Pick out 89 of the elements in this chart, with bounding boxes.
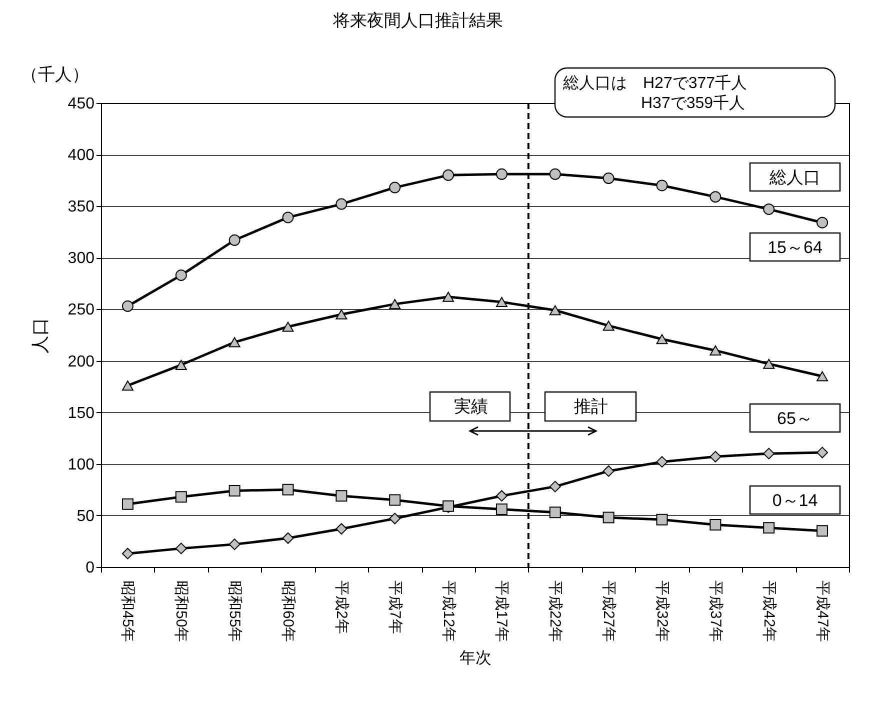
point — [389, 182, 401, 194]
y-tick-label: 0 — [86, 560, 95, 576]
point — [710, 191, 722, 203]
point — [656, 514, 668, 526]
point — [442, 292, 454, 302]
x-tick-label: 平成2年 — [332, 580, 350, 634]
point — [816, 525, 828, 537]
y-tick-label: 400 — [68, 147, 95, 164]
point — [336, 198, 348, 210]
series-label: 0～14 — [772, 491, 818, 510]
y-tick-label: 450 — [68, 96, 95, 112]
point — [656, 456, 668, 468]
chart-title: 将来夜間人口推計結果 — [332, 11, 503, 30]
series-label: 総人口 — [768, 168, 820, 187]
point — [282, 532, 294, 544]
point — [336, 523, 348, 535]
y-tick-label: 50 — [76, 508, 95, 525]
point — [175, 542, 187, 554]
series-label: 65～ — [777, 409, 813, 428]
point — [282, 322, 294, 332]
point — [122, 300, 134, 312]
point — [496, 490, 508, 502]
point — [336, 309, 348, 320]
y-tick-label: 250 — [68, 302, 95, 319]
y-tick-label: 200 — [68, 353, 95, 370]
point — [228, 337, 240, 348]
point — [710, 518, 722, 530]
x-tick-label: 平成17年 — [493, 580, 510, 642]
point — [816, 371, 828, 382]
x-tick-label: 平成27年 — [600, 580, 618, 642]
point — [282, 212, 294, 224]
point — [496, 168, 508, 180]
text: 15～64 — [768, 238, 822, 257]
y-tick-label: 100 — [68, 456, 95, 474]
point — [228, 484, 240, 496]
point — [602, 512, 614, 524]
annotation: 総人口は H27で377千人 H37で359千人 — [562, 74, 748, 112]
point — [763, 203, 775, 215]
y-tick-label: 150 — [68, 404, 95, 422]
annotation: 実績 — [454, 397, 488, 416]
point — [549, 480, 561, 492]
point — [763, 358, 775, 369]
point — [389, 299, 401, 310]
point — [336, 490, 348, 502]
x-tick-label: 平成32年 — [654, 580, 670, 642]
point — [282, 484, 294, 496]
point — [763, 522, 775, 534]
point — [496, 504, 508, 515]
point — [496, 296, 508, 308]
x-axis-title: 年次 — [460, 650, 492, 668]
y-axis-title: 人口 — [30, 318, 50, 354]
x-tick-label: 昭和55年 — [226, 580, 244, 642]
point — [816, 216, 828, 228]
x-tick-label: 平成22年 — [546, 580, 564, 642]
point — [122, 548, 134, 560]
point — [710, 450, 722, 462]
x-tick-label: 昭和45年 — [119, 580, 136, 642]
point — [656, 334, 668, 344]
point — [389, 512, 401, 524]
x-tick-label: 平成37年 — [706, 580, 724, 642]
x-tick-label: 平成42年 — [760, 580, 778, 642]
point — [763, 448, 775, 460]
x-tick-label: 平成47年 — [814, 580, 831, 642]
point — [816, 446, 828, 458]
point — [228, 234, 240, 246]
point — [656, 180, 668, 192]
annotation: 推計 — [574, 397, 608, 416]
point — [389, 494, 401, 506]
point — [549, 305, 561, 316]
point — [549, 506, 561, 518]
point — [549, 168, 561, 180]
x-tick-label: 平成12年 — [440, 580, 457, 642]
y-tick-label: 350 — [68, 198, 95, 216]
point — [175, 360, 187, 370]
x-tick-label: 昭和50年 — [172, 580, 190, 642]
point — [122, 380, 134, 391]
y-tick-label: 300 — [68, 250, 95, 268]
point — [175, 491, 187, 503]
point — [602, 465, 614, 477]
text: （千人） — [21, 65, 89, 84]
point — [710, 345, 722, 356]
x-tick-label: 平成7年 — [386, 580, 404, 634]
point — [228, 538, 240, 550]
point — [602, 172, 614, 184]
x-tick-label: 昭和60年 — [280, 580, 296, 642]
point — [442, 169, 454, 181]
point — [175, 269, 187, 281]
point — [602, 320, 614, 331]
point — [122, 498, 134, 510]
